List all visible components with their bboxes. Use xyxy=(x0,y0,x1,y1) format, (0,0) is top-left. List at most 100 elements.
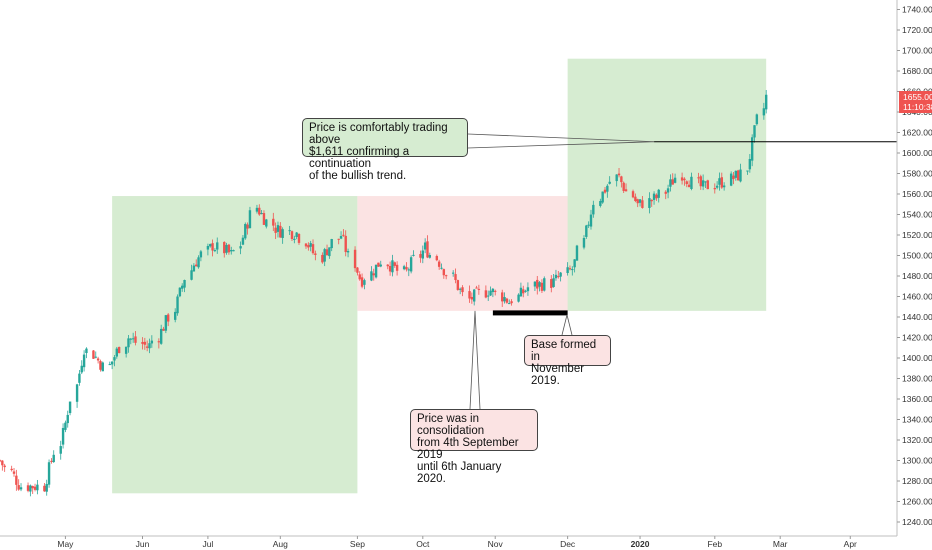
candle-body xyxy=(211,243,214,251)
y-tick-label: 1400.00 xyxy=(902,353,932,363)
candle-body xyxy=(762,108,766,116)
candle-body xyxy=(533,281,537,287)
candle-body xyxy=(293,238,296,240)
candle-body xyxy=(96,358,100,361)
candle-body xyxy=(559,272,562,277)
candle-body xyxy=(17,485,20,490)
candle-body xyxy=(655,194,658,199)
base-bar xyxy=(492,310,568,316)
candle-body xyxy=(673,177,677,183)
candlestick-series xyxy=(0,90,768,497)
candle-body xyxy=(648,198,651,208)
candle-body xyxy=(26,485,30,491)
candle-body xyxy=(85,348,88,354)
candle-body xyxy=(12,471,16,474)
candle-body xyxy=(129,338,133,340)
candle-body xyxy=(601,191,604,203)
candle-body xyxy=(227,244,231,253)
candle-body xyxy=(33,486,37,490)
candle-body xyxy=(440,267,443,269)
candle-body xyxy=(592,204,595,215)
candle-body xyxy=(304,243,308,247)
candle-body xyxy=(307,245,310,248)
candle-body xyxy=(45,483,48,492)
price-axis: 1240.00 1260.00 1280.00 1300.00 1320.00 1340.… xyxy=(897,5,932,527)
candle-body xyxy=(377,262,380,267)
annotation-base-formed: Base formed in November 2019. xyxy=(524,335,611,387)
candle-body xyxy=(550,279,553,288)
candle-body xyxy=(75,384,79,402)
candle-body xyxy=(216,242,219,250)
y-tick-label: 1380.00 xyxy=(902,374,932,384)
candle-body xyxy=(536,279,539,289)
candle-body xyxy=(190,270,193,280)
candle-body xyxy=(435,256,439,261)
candle-body xyxy=(372,273,375,276)
candle-body xyxy=(494,290,497,292)
candle-body xyxy=(706,180,709,190)
candle-body xyxy=(671,179,674,185)
candle-body xyxy=(110,361,114,365)
candle-body xyxy=(115,348,118,357)
candle-body xyxy=(470,296,474,300)
callout-pointer-bullish xyxy=(467,141,655,149)
candle-body xyxy=(3,465,6,468)
y-tick-label: 1560.00 xyxy=(902,189,932,199)
candle-body xyxy=(444,275,448,277)
candle-body xyxy=(615,174,618,182)
candle-body xyxy=(641,200,644,208)
candle-body xyxy=(729,173,733,186)
candle-body xyxy=(746,170,749,172)
candle-body xyxy=(363,280,366,285)
candle-body xyxy=(265,219,268,227)
candle-body xyxy=(101,362,104,372)
highlight-zone xyxy=(112,196,358,494)
callout-pointer-bullish xyxy=(467,133,655,143)
x-tick-label: Mar xyxy=(773,539,788,549)
time-axis: May Jun Jul Aug Sep Oct Nov Dec 2020 Feb Mar Apr xyxy=(57,536,857,549)
candle-body xyxy=(183,280,186,288)
candle-body xyxy=(666,188,670,193)
x-tick-label: Nov xyxy=(488,539,504,549)
candle-body xyxy=(255,207,259,212)
candle-body xyxy=(260,213,263,215)
candle-body xyxy=(64,422,67,430)
y-tick-label: 1420.00 xyxy=(902,333,932,343)
candle-body xyxy=(43,485,46,492)
candle-body xyxy=(178,287,182,297)
y-tick-label: 1340.00 xyxy=(902,415,932,425)
candle-body xyxy=(519,287,523,297)
candle-body xyxy=(426,241,429,258)
candle-body xyxy=(489,290,492,296)
candle-body xyxy=(472,289,476,302)
x-tick-label: May xyxy=(57,539,74,549)
candle-body xyxy=(279,225,282,238)
candle-body xyxy=(585,225,588,237)
candle-body xyxy=(685,181,688,185)
candle-body xyxy=(288,230,291,232)
candle-body xyxy=(568,268,572,270)
candle-body xyxy=(557,276,560,278)
candle-body xyxy=(402,266,406,270)
candle-body xyxy=(524,290,527,292)
candle-body xyxy=(1,460,4,466)
candle-body xyxy=(687,184,691,188)
candle-body xyxy=(358,274,361,280)
y-tick-label: 1700.00 xyxy=(902,46,932,56)
y-tick-label: 1260.00 xyxy=(902,497,932,507)
candle-body xyxy=(80,365,83,373)
candle-body xyxy=(652,193,656,200)
candle-body xyxy=(197,257,200,268)
candle-body xyxy=(540,282,544,291)
candle-body xyxy=(442,269,446,276)
candle-body xyxy=(209,244,212,247)
candle-body xyxy=(50,460,53,462)
candle-body xyxy=(113,357,116,361)
candle-body xyxy=(66,414,69,424)
candle-body xyxy=(393,262,396,266)
candle-body xyxy=(608,181,611,184)
candle-body xyxy=(454,274,457,281)
candle-body xyxy=(244,223,247,239)
candle-body xyxy=(297,234,301,243)
